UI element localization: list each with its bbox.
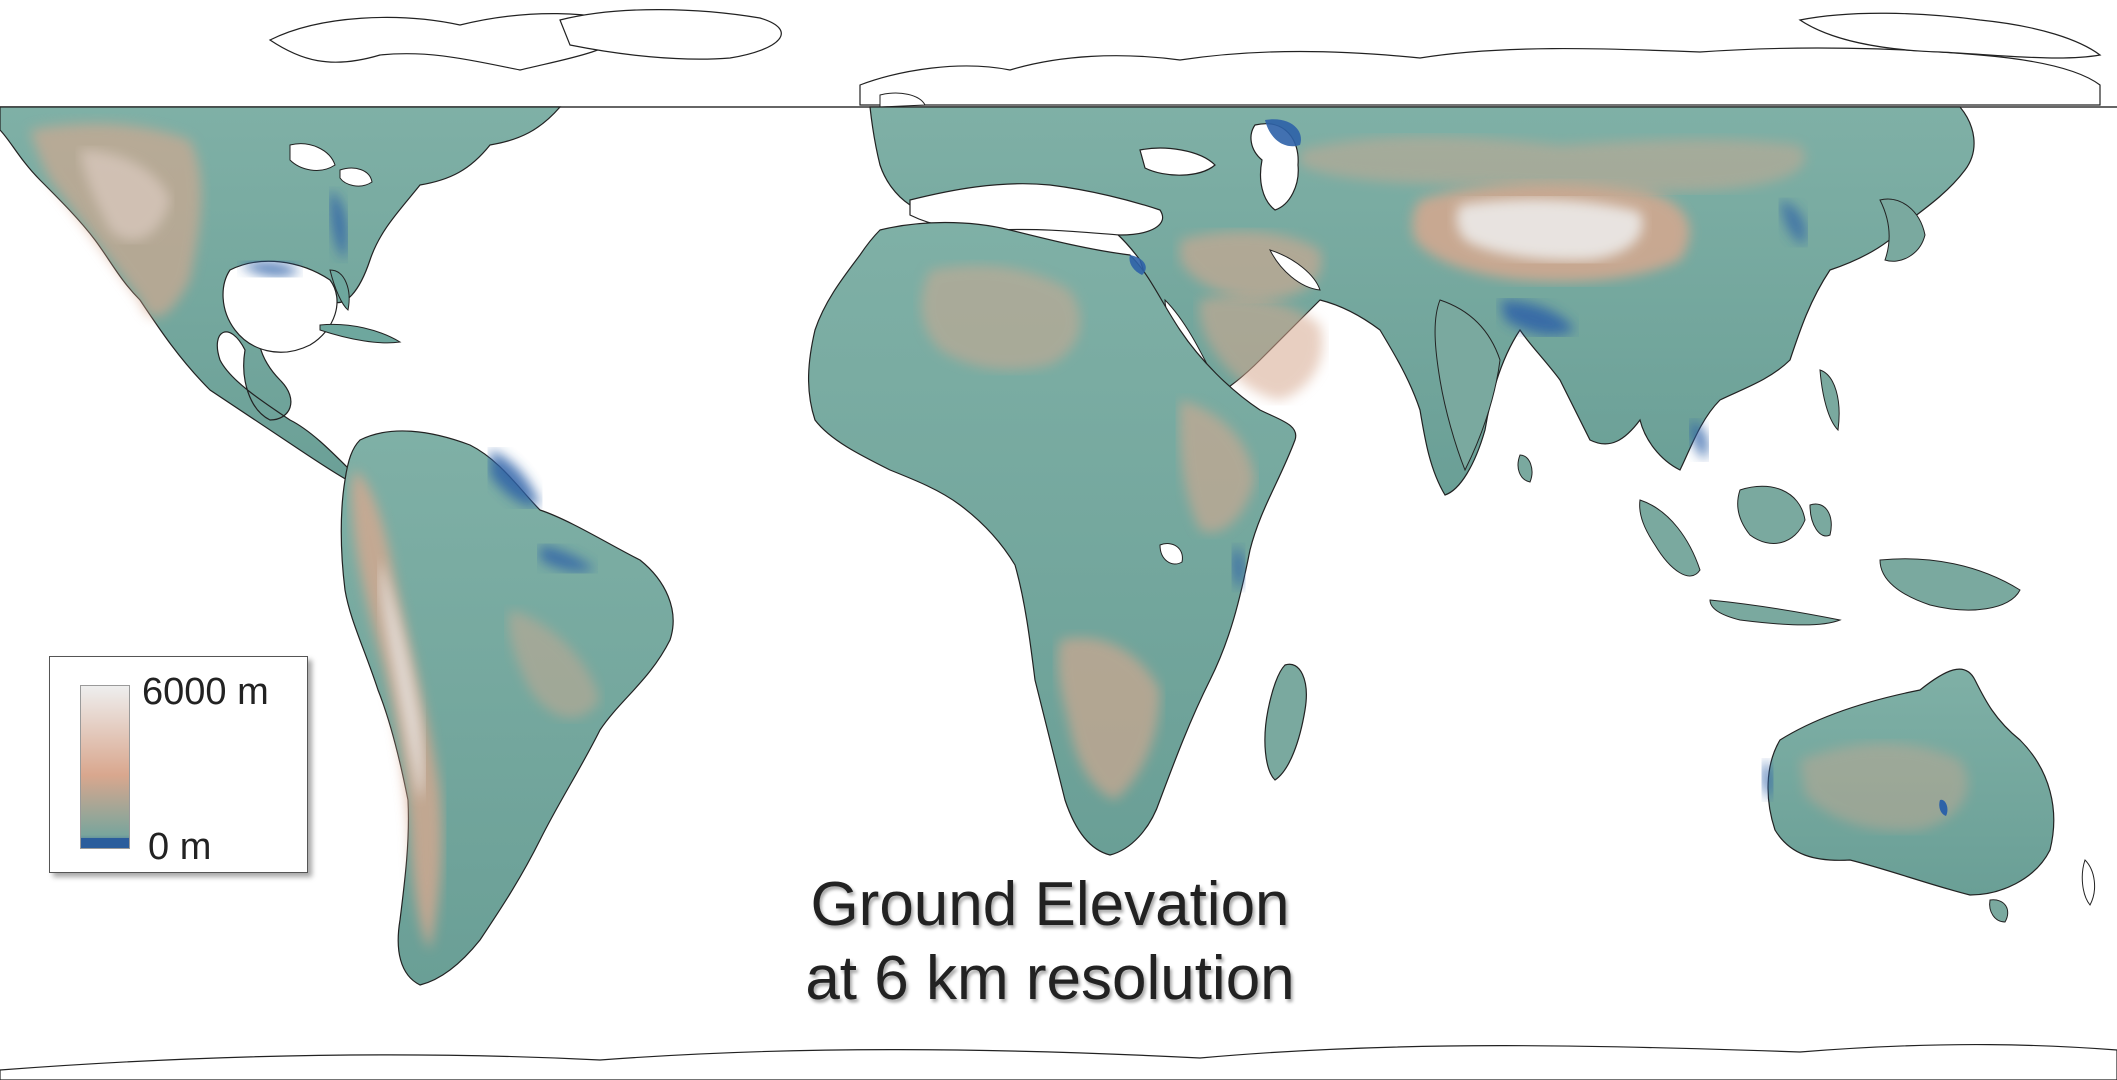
legend-max-label: 6000 m xyxy=(142,671,269,713)
map-title-line1: Ground Elevation xyxy=(810,870,1290,939)
arctic-outlines xyxy=(268,9,2102,106)
madagascar xyxy=(1264,663,1307,781)
maritime-se-asia xyxy=(1639,369,2021,626)
new-zealand xyxy=(2081,859,2096,906)
elevation-legend: 6000 m 0 m xyxy=(49,656,308,873)
legend-min-label: 0 m xyxy=(148,826,212,868)
legend-ramp-low-band xyxy=(81,838,129,848)
australia xyxy=(1762,668,2055,896)
sri-lanka xyxy=(1517,454,1533,483)
south-america xyxy=(340,430,674,986)
map-title: Ground Elevation at 6 km resolution xyxy=(770,868,1330,1016)
map-title-line2: at 6 km resolution xyxy=(805,944,1295,1013)
africa xyxy=(808,221,1297,856)
japan xyxy=(1879,198,1926,262)
antarctica-outline xyxy=(0,1043,2117,1080)
iceland xyxy=(879,92,926,108)
north-america xyxy=(0,106,562,502)
tasmania xyxy=(1989,899,2009,923)
legend-color-ramp xyxy=(80,685,130,849)
eurasia xyxy=(869,106,1975,496)
